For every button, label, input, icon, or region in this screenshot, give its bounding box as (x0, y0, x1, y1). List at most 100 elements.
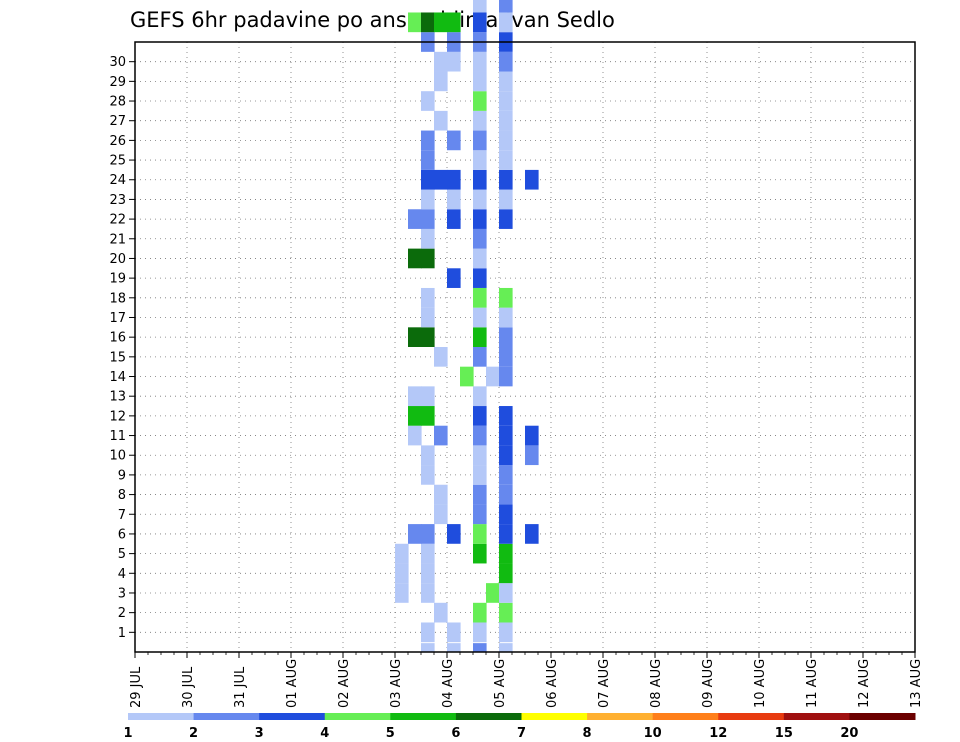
heatmap-cell (499, 622, 513, 643)
x-tick-label: 13 AUG (909, 659, 924, 708)
x-tick-label: 01 AUG (285, 659, 300, 708)
heatmap-cell (499, 51, 513, 72)
heatmap-cell (499, 307, 513, 328)
heatmap-cell (447, 622, 461, 643)
heatmap-cell (473, 12, 487, 33)
heatmap-cell (473, 386, 487, 407)
heatmap-cell (473, 327, 487, 347)
heatmap-cell (434, 504, 448, 525)
heatmap-cell (434, 347, 448, 367)
heatmap-cell (473, 425, 487, 446)
heatmap-cell (499, 91, 513, 111)
heatmap-cell (473, 543, 487, 564)
heatmap-cell (499, 209, 513, 229)
heatmap-cell (447, 209, 461, 229)
legend-label: 10 (644, 726, 662, 741)
heatmap-cell (499, 287, 513, 308)
heatmap-cell (473, 484, 487, 505)
heatmap-cell (499, 465, 513, 485)
legend-label: 5 (386, 726, 395, 741)
legend-swatch (455, 713, 522, 720)
heatmap-cell (499, 366, 513, 387)
heatmap-cell (486, 366, 500, 387)
heatmap-cell (421, 209, 435, 229)
x-tick-label: 31 JUL (233, 666, 248, 708)
heatmap-cell (499, 445, 513, 466)
color-legend: 1 2 3 4 5 6 7 8 10 12 15 20 (123, 713, 916, 741)
heatmap-cell (421, 307, 435, 328)
heatmap-cell (421, 543, 435, 564)
heatmap-cell (421, 248, 435, 269)
legend-swatch (587, 713, 654, 720)
heatmap-cell (473, 524, 487, 544)
heatmap-cell (408, 406, 422, 426)
heatmap-cell (395, 583, 409, 603)
heatmap-cell (473, 189, 487, 210)
y-tick-label: 2 (118, 606, 126, 621)
y-tick-label: 27 (109, 114, 126, 129)
heatmap-cell (447, 12, 461, 33)
plot-background (135, 42, 915, 652)
heatmap-cell (434, 51, 448, 72)
heatmap-cell (473, 307, 487, 328)
y-tick-label: 21 (109, 232, 126, 247)
heatmap-cell (525, 524, 539, 544)
heatmap-cell (499, 0, 513, 13)
legend-label: 8 (583, 726, 592, 741)
chart-title: GEFS 6hr padavine po ansamblima Ivan Sed… (130, 8, 615, 32)
heatmap-cells (395, 0, 539, 652)
heatmap-cell (421, 406, 435, 426)
heatmap-cell (421, 465, 435, 485)
legend-label: 7 (517, 726, 526, 741)
y-tick-label: 8 (118, 488, 126, 503)
heatmap-cell (421, 189, 435, 210)
heatmap-cell (499, 563, 513, 584)
heatmap-cell (525, 425, 539, 446)
y-tick-label: 30 (109, 55, 126, 70)
heatmap-cell (421, 583, 435, 603)
heatmap-cell (473, 643, 487, 652)
heatmap-cell (421, 386, 435, 407)
heatmap-cell (434, 110, 448, 131)
heatmap-cell (473, 0, 487, 13)
y-tick-label: 16 (109, 331, 126, 346)
x-tick-label: 08 AUG (649, 659, 664, 708)
y-tick-label: 28 (109, 95, 126, 110)
x-tick-label: 29 JUL (129, 666, 144, 708)
y-tick-label: 22 (109, 213, 126, 228)
heatmap-cell (525, 445, 539, 466)
heatmap-cell (499, 130, 513, 151)
heatmap-cell (434, 12, 448, 33)
heatmap-cell (473, 465, 487, 485)
y-tick-label: 17 (109, 311, 126, 326)
heatmap-cell (499, 543, 513, 564)
y-tick-label: 23 (109, 193, 126, 208)
heatmap-cell (473, 228, 487, 249)
heatmap-cell (473, 150, 487, 170)
y-tick-label: 26 (109, 134, 126, 149)
heatmap-cell (486, 583, 500, 603)
x-tick-label: 05 AUG (493, 659, 508, 708)
heatmap-cell (447, 268, 461, 288)
heatmap-cell (408, 524, 422, 544)
heatmap-cell (499, 189, 513, 210)
legend-label: 12 (709, 726, 727, 741)
x-tick-label: 09 AUG (701, 659, 716, 708)
x-tick-label: 04 AUG (441, 659, 456, 708)
y-tick-label: 29 (109, 75, 126, 90)
heatmap-cell (473, 209, 487, 229)
plot-area (135, 42, 915, 652)
heatmap-cell (434, 169, 448, 190)
heatmap-cell (473, 406, 487, 426)
legend-swatch (849, 713, 916, 720)
x-tick-label: 12 AUG (857, 659, 872, 708)
legend-label: 6 (451, 726, 460, 741)
y-tick-label: 7 (118, 508, 126, 523)
x-tick-label: 30 JUL (181, 666, 196, 708)
x-axis: 29 JUL 30 JUL 31 JUL 01 AUG 02 AUG 03 AUG 04 A… (129, 652, 924, 708)
heatmap-cell (473, 602, 487, 623)
heatmap-cell (473, 347, 487, 367)
y-tick-label: 3 (118, 586, 126, 601)
heatmap-cell (499, 110, 513, 131)
heatmap-cell (499, 71, 513, 92)
